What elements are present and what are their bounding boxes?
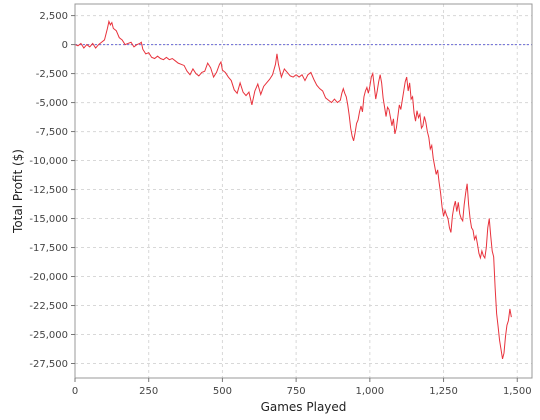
total-profit-series-line: [74, 19, 512, 359]
y-tick-label: -5,000: [36, 98, 68, 109]
y-tick-label: -25,000: [29, 330, 68, 341]
y-tick-label: -7,500: [36, 127, 68, 138]
x-tick-label: 750: [287, 386, 306, 397]
x-axis-title: Games Played: [261, 400, 347, 414]
x-tick-label: 250: [139, 386, 158, 397]
y-tick-label: -10,000: [29, 156, 68, 167]
x-tick-label: 1,000: [356, 386, 385, 397]
y-axis-ticks: 2,500 0 -2,500 -5,000 -7,500 -10,000 -12,500 -1…: [29, 11, 75, 370]
y-tick-label: -12,500: [29, 185, 68, 196]
plot-border: [74, 3, 533, 379]
y-tick-label: -17,500: [29, 243, 68, 254]
x-gridlines: [148, 4, 518, 378]
y-tick-label: 2,500: [39, 11, 68, 22]
y-tick-label: -27,500: [29, 359, 68, 370]
y-axis-title: Total Profit ($): [11, 149, 25, 234]
y-tick-label: 0: [62, 40, 68, 51]
x-tick-label: 1,250: [429, 386, 458, 397]
x-tick-label: 0: [72, 386, 78, 397]
x-axis-ticks: 0 250 500 750 1,000 1,250 1,500: [72, 378, 532, 397]
y-tick-label: -15,000: [29, 214, 68, 225]
x-tick-label: 1,500: [503, 386, 532, 397]
y-tick-label: -22,500: [29, 301, 68, 312]
x-tick-label: 500: [213, 386, 232, 397]
plot-background: [75, 4, 532, 378]
y-tick-label: -20,000: [29, 272, 68, 283]
y-tick-label: -2,500: [36, 69, 68, 80]
